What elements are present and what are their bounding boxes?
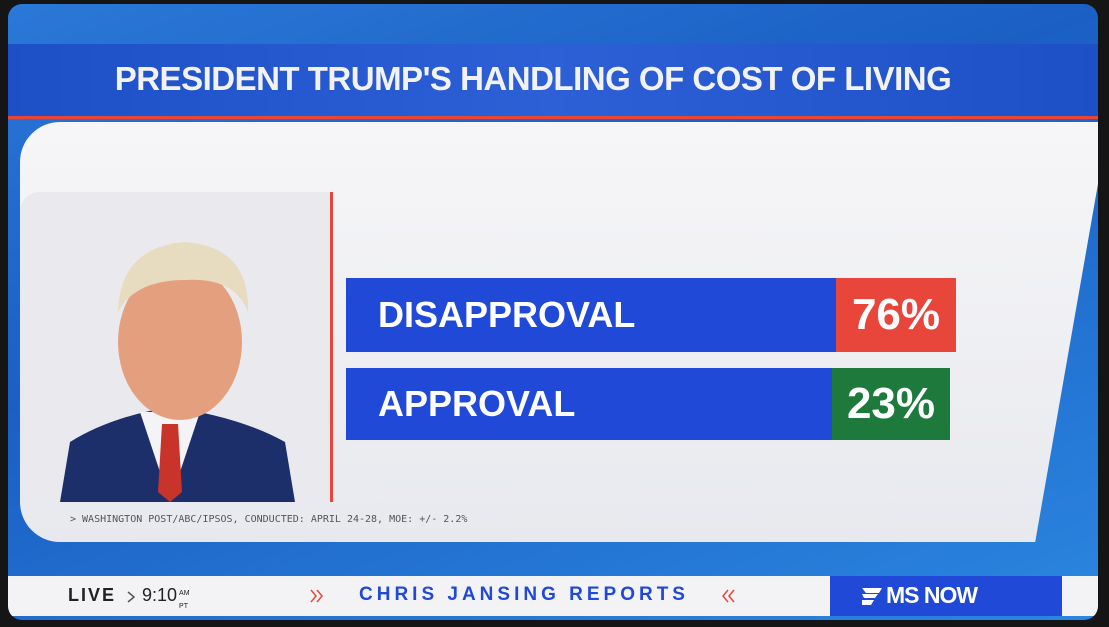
row-value: 76% [836, 278, 956, 352]
source-note: > WASHINGTON POST/ABC/IPSOS, CONDUCTED: … [70, 514, 468, 525]
chevron-icon [722, 589, 735, 603]
brand: MS NOW [886, 582, 978, 608]
title: PRESIDENT TRUMP'S HANDLING OF COST OF LI… [114, 60, 952, 97]
time-value: 9:10 [142, 585, 178, 605]
brand-logo [862, 588, 882, 605]
live-label: LIVE [68, 585, 117, 605]
show-name: CHRIS JANSING REPORTS [359, 584, 689, 605]
portrait-figure [60, 242, 295, 502]
chevron-icon [127, 591, 136, 603]
row-value: 23% [832, 368, 950, 440]
portrait [20, 192, 333, 502]
row-label: APPROVAL [346, 368, 832, 440]
time-zone: PT [179, 603, 188, 610]
time-am: AM [179, 590, 190, 597]
time: 9:10 AM PT [142, 585, 190, 611]
title-bar [8, 44, 1098, 119]
chevron-icon [310, 589, 323, 603]
tv-screen: PRESIDENT TRUMP'S HANDLING OF COST OF LI… [8, 4, 1098, 620]
row-label: DISAPPROVAL [346, 278, 836, 352]
